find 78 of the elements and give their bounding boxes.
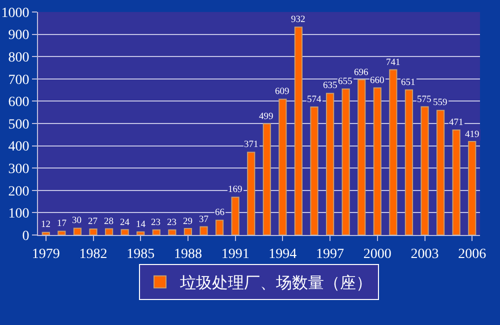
data-label: 28 <box>104 217 114 227</box>
data-label: 29 <box>183 217 193 227</box>
bar <box>168 229 176 235</box>
bar <box>404 89 414 235</box>
data-label: 609 <box>275 87 290 97</box>
bar <box>358 79 366 235</box>
y-tick-label: 200 <box>8 184 30 200</box>
x-tick-label: 1991 <box>221 246 250 262</box>
y-tick-label: 800 <box>8 50 30 66</box>
bar <box>73 228 82 235</box>
bar <box>120 229 129 235</box>
y-tick-label: 300 <box>8 162 30 177</box>
data-label: 559 <box>433 98 448 108</box>
bar <box>104 228 114 235</box>
y-tick-label: 0 <box>22 228 30 244</box>
data-label: 741 <box>386 58 400 68</box>
y-tick-label: 100 <box>8 206 30 222</box>
data-label: 696 <box>354 68 368 78</box>
bar <box>373 87 382 235</box>
bar <box>278 98 287 235</box>
x-tick-label: 1982 <box>79 246 108 262</box>
bar <box>294 26 303 235</box>
bar <box>247 152 256 235</box>
data-label: 23 <box>167 218 177 228</box>
data-label: 23 <box>151 218 161 228</box>
bar <box>89 228 98 235</box>
bar <box>215 220 224 235</box>
bar <box>310 106 318 235</box>
x-tick-label: 1979 <box>32 246 60 262</box>
data-label: 30 <box>72 216 82 226</box>
y-tick-label: 700 <box>8 72 30 88</box>
y-tick-label: 400 <box>8 140 30 155</box>
data-label: 651 <box>401 78 416 88</box>
bar <box>436 110 445 235</box>
x-tick-label: 1994 <box>268 246 297 262</box>
data-label: 24 <box>120 218 130 228</box>
x-tick-label: 1988 <box>174 246 202 262</box>
bar <box>231 196 240 235</box>
data-label: 574 <box>307 95 322 105</box>
bar <box>136 231 145 235</box>
bar <box>58 230 66 235</box>
data-label: 655 <box>338 77 352 87</box>
data-label: 371 <box>244 140 258 150</box>
bar <box>468 141 476 235</box>
data-label: 635 <box>323 81 338 91</box>
y-tick-label: 500 <box>8 117 30 132</box>
y-tick-label: 900 <box>8 28 30 44</box>
bar <box>262 123 271 235</box>
bar <box>152 229 160 235</box>
data-label: 14 <box>136 220 146 230</box>
bar <box>326 92 334 235</box>
x-tick-label: 2000 <box>363 246 392 262</box>
legend-label: 垃圾处理厂、场数量（座） <box>179 273 372 292</box>
x-tick-label: 2003 <box>410 246 439 262</box>
data-label: 17 <box>57 219 67 229</box>
data-label: 471 <box>449 118 464 128</box>
data-label: 419 <box>465 130 480 140</box>
bar <box>420 106 429 235</box>
bar <box>42 232 50 235</box>
data-label: 499 <box>259 112 274 122</box>
data-label: 12 <box>41 220 51 230</box>
data-label: 660 <box>370 76 384 86</box>
bar <box>342 88 350 235</box>
data-label: 37 <box>199 215 209 225</box>
data-label: 575 <box>417 95 432 105</box>
bar <box>184 228 192 235</box>
x-tick-label: 1985 <box>126 246 155 262</box>
data-label: 27 <box>88 217 98 227</box>
data-label: 169 <box>228 185 242 195</box>
bar <box>200 226 208 235</box>
data-label: 66 <box>215 208 225 218</box>
y-tick-label: 600 <box>8 95 30 110</box>
y-tick-label: 1000 <box>1 6 30 21</box>
x-tick-label: 2006 <box>458 246 486 262</box>
bar <box>389 69 398 235</box>
data-label: 932 <box>291 15 306 25</box>
x-tick-label: 1997 <box>316 246 344 262</box>
bar <box>452 129 460 235</box>
